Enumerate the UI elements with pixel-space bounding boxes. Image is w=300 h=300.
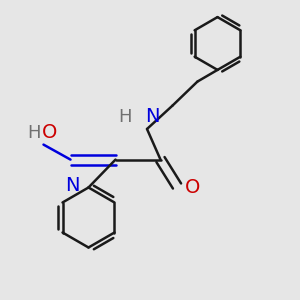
Text: N: N: [65, 176, 79, 195]
Text: H: H: [118, 108, 132, 126]
Text: N: N: [146, 107, 160, 126]
Text: O: O: [184, 178, 200, 197]
Text: H: H: [27, 124, 40, 142]
Text: O: O: [42, 123, 57, 142]
